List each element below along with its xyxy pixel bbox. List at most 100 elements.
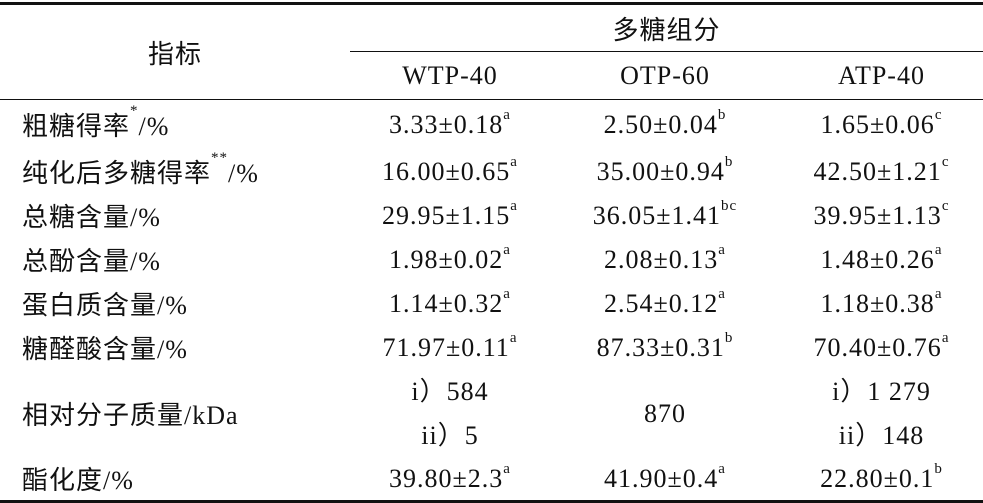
- table-row: 糖醛酸含量/% 71.97±0.11a 87.33±0.31b 70.40±0.76a: [0, 326, 983, 370]
- cell-value: 39.80±2.3: [389, 463, 504, 493]
- cell-sup: a: [941, 329, 950, 346]
- cell-sup: c: [934, 106, 943, 123]
- cell: 1.18±0.38a: [780, 282, 983, 326]
- column-header: ATP-40: [838, 60, 925, 90]
- cell-value: 29.95±1.15: [382, 200, 511, 230]
- cell-value: 42.50±1.21: [813, 156, 942, 186]
- cell-value: 1.98±0.02: [389, 244, 504, 274]
- cell-sup: bc: [721, 197, 738, 214]
- cell: 870: [550, 370, 780, 458]
- table-row: 蛋白质含量/% 1.14±0.32a 2.54±0.12a 1.18±0.38a: [0, 282, 983, 326]
- cell-sup: b: [724, 329, 734, 346]
- table-row: 相对分子质量/kDa i）584 ii）5 870 i）1 279 ii）148: [0, 370, 983, 458]
- cell-sup: a: [503, 106, 511, 123]
- cell-value: 1.14±0.32: [389, 288, 504, 318]
- cell-value: 22.80±0.1: [820, 463, 935, 493]
- cell: 42.50±1.21c: [780, 150, 983, 194]
- table-row: 总糖含量/% 29.95±1.15a 36.05±1.41bc 39.95±1.13c: [0, 194, 983, 238]
- row-label: 粗糖得率*/%: [0, 100, 350, 150]
- row-label: 相对分子质量/kDa: [0, 370, 350, 458]
- cell: 2.54±0.12a: [550, 282, 780, 326]
- cell-value: 1.18±0.38: [820, 288, 935, 318]
- cell: 3.33±0.18a: [350, 100, 550, 150]
- cell-value: 2.08±0.13: [604, 244, 719, 274]
- cell-line: i）1 279: [832, 376, 931, 406]
- cell-value: 39.95±1.13: [813, 200, 942, 230]
- cell-value: 41.90±0.4: [604, 463, 719, 493]
- cell-sup: c: [941, 197, 950, 214]
- label-text: 纯化后多糖得率: [22, 159, 212, 188]
- header-indicator: 指标: [0, 3, 350, 100]
- cell: 29.95±1.15a: [350, 194, 550, 238]
- cell: 1.98±0.02a: [350, 238, 550, 282]
- cell-sup: a: [718, 285, 726, 302]
- cell-value: 3.33±0.18: [389, 109, 504, 139]
- header-group: 多糖组分: [350, 3, 983, 52]
- table-row: 粗糖得率*/% 3.33±0.18a 2.50±0.04b 1.65±0.06c: [0, 100, 983, 150]
- label-sup: *: [130, 103, 139, 120]
- cell: 41.90±0.4a: [550, 457, 780, 503]
- cell-value: 36.05±1.41: [592, 200, 722, 230]
- label-text: 相对分子质量/kDa: [22, 401, 239, 430]
- cell: 71.97±0.11a: [350, 326, 550, 370]
- cell: 39.80±2.3a: [350, 457, 550, 503]
- row-label: 酯化度/%: [0, 457, 350, 503]
- cell: 2.08±0.13a: [550, 238, 780, 282]
- label-text: 总糖含量/%: [22, 203, 161, 232]
- cell: 22.80±0.1b: [780, 457, 983, 503]
- cell-value: 870: [644, 398, 686, 428]
- cell-line: ii）148: [838, 420, 925, 450]
- cell-sup: b: [934, 460, 943, 477]
- cell: i）584 ii）5: [350, 370, 550, 458]
- label-sup: **: [211, 150, 229, 166]
- cell-value: 1.65±0.06: [820, 109, 935, 139]
- column-header: WTP-40: [402, 60, 498, 90]
- row-label: 蛋白质含量/%: [0, 282, 350, 326]
- column-header: OTP-60: [620, 60, 710, 90]
- cell-value: 2.54±0.12: [604, 288, 719, 318]
- cell: 1.65±0.06c: [780, 100, 983, 150]
- row-label: 总糖含量/%: [0, 194, 350, 238]
- cell: i）1 279 ii）148: [780, 370, 983, 458]
- label-text: 酯化度/%: [22, 466, 134, 496]
- cell-value: 35.00±0.94: [596, 156, 725, 186]
- cell-line: i）584: [411, 376, 489, 406]
- row-label: 总酚含量/%: [0, 238, 350, 282]
- cell-sup: a: [934, 285, 943, 302]
- row-label: 糖醛酸含量/%: [0, 326, 350, 370]
- cell-sup: a: [510, 197, 518, 214]
- row-label: 纯化后多糖得率**/%: [0, 150, 350, 194]
- label-text: 总酚含量/%: [22, 247, 161, 276]
- cell-sup: a: [503, 285, 511, 302]
- label-suffix: /%: [228, 159, 259, 188]
- cell-sup: a: [509, 329, 518, 346]
- cell: 87.33±0.31b: [550, 326, 780, 370]
- cell: 36.05±1.41bc: [550, 194, 780, 238]
- cell-sup: c: [941, 153, 950, 170]
- table-row: 酯化度/% 39.80±2.3a 41.90±0.4a 22.80±0.1b: [0, 457, 983, 503]
- cell-sup: a: [510, 153, 518, 170]
- table-body: 粗糖得率*/% 3.33±0.18a 2.50±0.04b 1.65±0.06c 纯化后…: [0, 100, 983, 503]
- cell: 35.00±0.94b: [550, 150, 780, 194]
- label-text: 糖醛酸含量/%: [22, 335, 188, 364]
- cell-value: 87.33±0.31: [596, 332, 725, 362]
- cell-sup: a: [503, 460, 511, 477]
- label-suffix: /%: [138, 112, 170, 142]
- cell: 1.14±0.32a: [350, 282, 550, 326]
- cell-sup: b: [717, 106, 727, 123]
- label-text: 蛋白质含量/%: [22, 291, 188, 320]
- cell-sup: a: [934, 241, 943, 258]
- cell-value: 70.40±0.76: [813, 332, 942, 362]
- cell: 1.48±0.26a: [780, 238, 983, 282]
- cell: 39.95±1.13c: [780, 194, 983, 238]
- cell-sup: a: [718, 460, 726, 477]
- table-row: 纯化后多糖得率**/% 16.00±0.65a 35.00±0.94b 42.50±1…: [0, 150, 983, 194]
- cell-line: ii）5: [421, 420, 479, 450]
- cell-sup: a: [718, 241, 726, 258]
- cell-value: 2.50±0.04: [603, 109, 718, 139]
- cell: 2.50±0.04b: [550, 100, 780, 150]
- cell-value: 71.97±0.11: [382, 332, 510, 362]
- cell: 70.40±0.76a: [780, 326, 983, 370]
